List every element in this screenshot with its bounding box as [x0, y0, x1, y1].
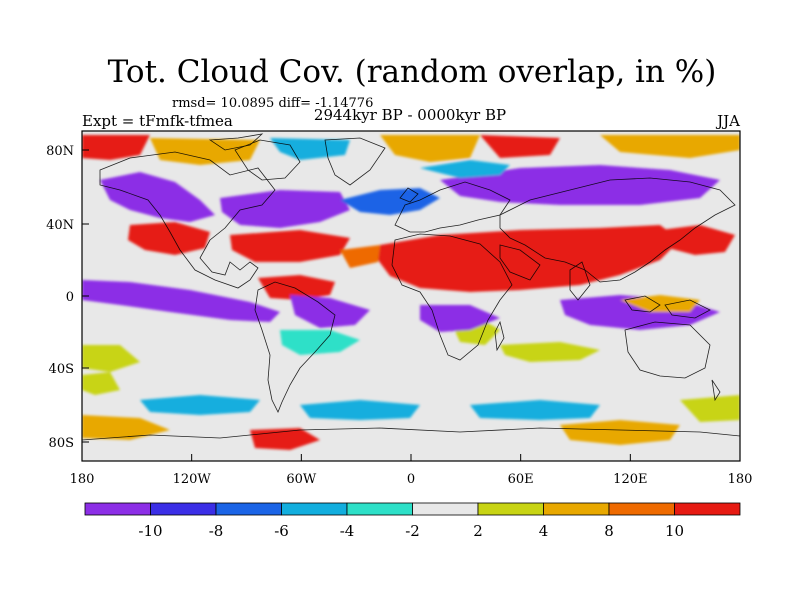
- colorbar-label: -8: [209, 522, 224, 540]
- x-tick-label: 180: [728, 472, 753, 487]
- stats-line: rmsd= 10.0895 diff= -1.14776: [172, 96, 373, 111]
- y-tick-label: 80N: [46, 144, 74, 159]
- x-tick-label: 180: [70, 472, 95, 487]
- anomaly-region-11: [128, 222, 210, 255]
- colorbar-swatch: [477, 502, 544, 516]
- season-label: JJA: [715, 112, 740, 130]
- experiment-label: Expt = tFmfk-tfmea: [82, 112, 233, 130]
- colorbar-swatch: [150, 502, 217, 516]
- anomaly-region-13: [378, 225, 680, 292]
- y-tick-label: 40S: [49, 362, 74, 377]
- y-tick-label: 0: [66, 290, 74, 305]
- anomaly-region-1: [150, 138, 260, 165]
- anomaly-region-24: [82, 345, 140, 372]
- anomaly-region-2: [380, 135, 480, 162]
- anomaly-region-32: [680, 395, 740, 422]
- anomaly-region-12: [230, 230, 350, 262]
- anomaly-region-27: [300, 400, 420, 420]
- colorbar-swatch: [84, 502, 151, 516]
- anomaly-region-22: [620, 295, 700, 312]
- anomaly-region-30: [560, 420, 680, 445]
- anomaly-region-18: [82, 280, 280, 322]
- y-tick-label: 80S: [49, 436, 74, 451]
- map-field: [82, 131, 740, 461]
- x-tick-label: 120W: [173, 472, 212, 487]
- anomaly-region-9: [440, 165, 720, 205]
- colorbar-swatch: [215, 502, 282, 516]
- colorbar-swatch: [674, 502, 741, 516]
- colorbar-label: 4: [539, 522, 549, 540]
- colorbar-label: 8: [604, 522, 614, 540]
- anomaly-region-8: [340, 188, 440, 215]
- period-label: 2944kyr BP - 0000kyr BP: [314, 106, 506, 124]
- anomaly-region-14: [340, 245, 380, 268]
- anomaly-region-25: [500, 342, 600, 362]
- anomaly-region-29: [82, 415, 170, 440]
- colorbar-label: -6: [274, 522, 289, 540]
- colorbar-swatch: [608, 502, 675, 516]
- colorbar-label: -10: [138, 522, 162, 540]
- anomaly-region-4: [600, 135, 740, 158]
- coastlines: [82, 133, 740, 441]
- anomaly-region-23: [280, 330, 360, 355]
- colorbar-label: 2: [473, 522, 483, 540]
- anomaly-region-7: [220, 190, 350, 228]
- anomaly-region-26: [140, 395, 260, 415]
- colorbar-label: 10: [665, 522, 684, 540]
- colorbar: -10 -8 -6 -4 -2 2 4 8 10: [84, 502, 741, 540]
- y-tick-label: 40N: [46, 218, 74, 233]
- x-tick-label: 0: [407, 472, 415, 487]
- anomaly-region-15: [660, 225, 735, 255]
- anomaly-region-33: [82, 372, 120, 395]
- anomaly-region-6: [100, 172, 215, 222]
- colorbar-label: -4: [340, 522, 355, 540]
- x-tick-label: 60W: [286, 472, 317, 487]
- colorbar-swatch: [281, 502, 348, 516]
- colorbar-swatch: [412, 502, 479, 516]
- colorbar-swatch: [543, 502, 610, 516]
- y-axis: 80N 40N 0 40S 80S: [46, 144, 89, 451]
- anomaly-region-17: [258, 275, 335, 300]
- x-tick-label: 120E: [613, 472, 647, 487]
- anomaly-region-0: [82, 135, 150, 160]
- anomaly-region-3: [480, 135, 560, 158]
- anomaly-region-20: [420, 305, 500, 332]
- anomaly-region-28: [470, 400, 600, 420]
- colorbar-label: -2: [405, 522, 420, 540]
- anomaly-region-5: [270, 138, 350, 160]
- x-axis: 180 120W 60W 0 60E 120E 180: [70, 454, 753, 487]
- figure-title: Tot. Cloud Cov. (random overlap, in %): [108, 54, 717, 90]
- anomaly-region-10: [420, 160, 510, 178]
- colorbar-swatch: [346, 502, 413, 516]
- x-tick-label: 60E: [508, 472, 534, 487]
